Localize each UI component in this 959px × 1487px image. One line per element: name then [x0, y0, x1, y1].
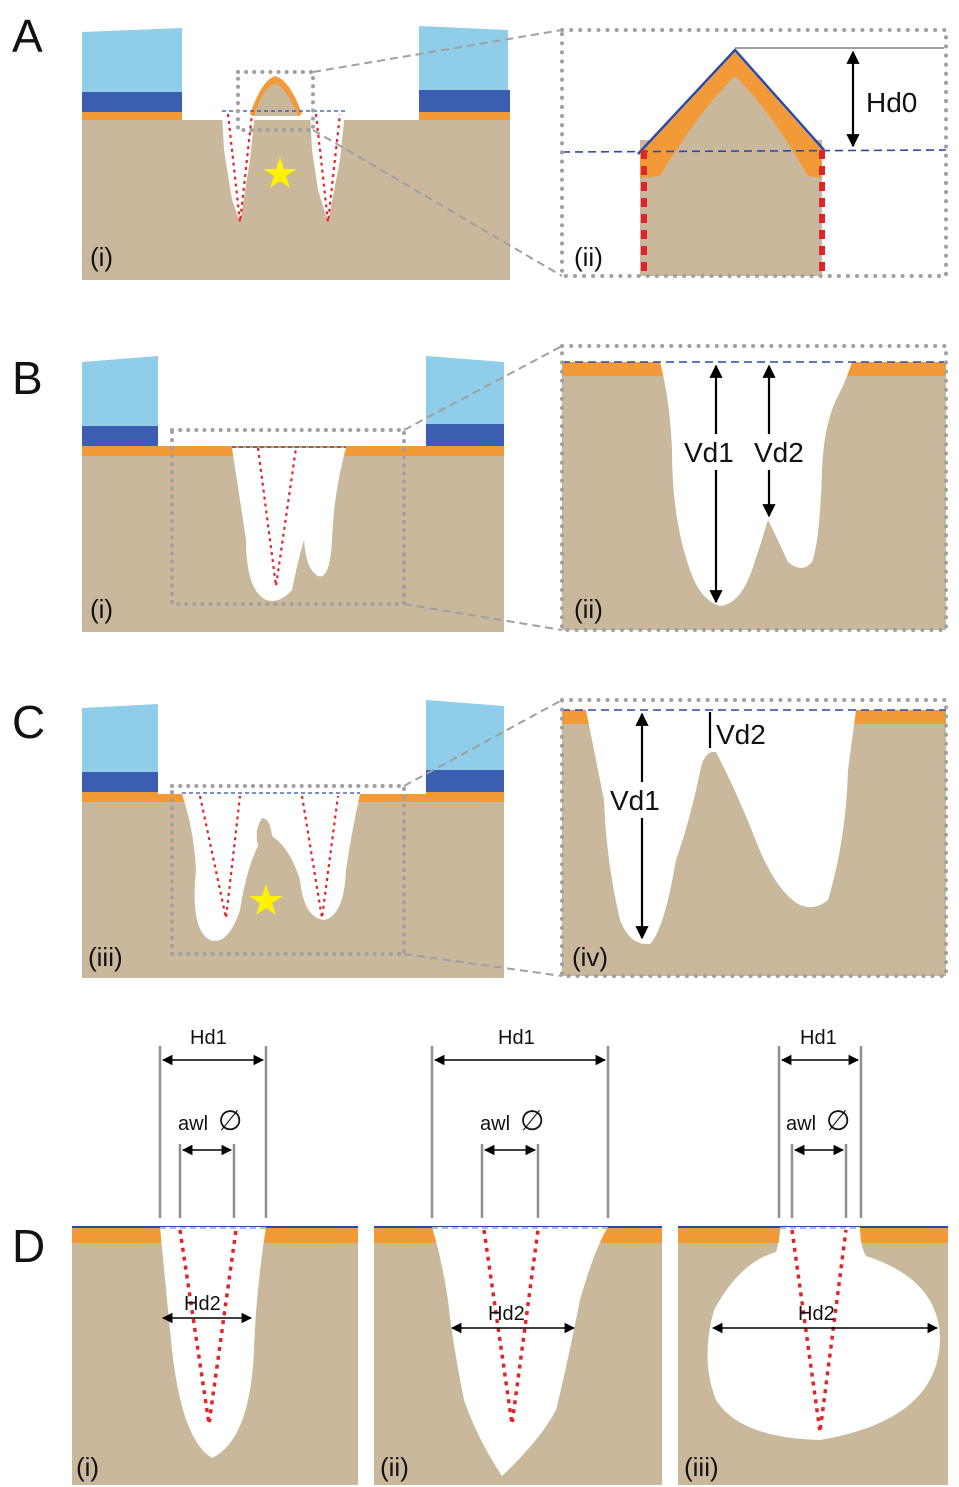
- vd1-label-bg: [608, 782, 670, 818]
- hd1-label: Hd1: [498, 1027, 535, 1049]
- cartilage-peak: [250, 76, 302, 116]
- bone-peak: [252, 78, 300, 116]
- panel-b-right-label: (ii): [574, 594, 603, 624]
- mold-dark-left: [82, 92, 182, 112]
- mold-light-left: [82, 704, 158, 772]
- vd2-label: Vd2: [716, 719, 766, 750]
- zoom-box: [560, 698, 948, 978]
- panel-c-letter: C: [12, 696, 45, 748]
- awl-path: [482, 1229, 540, 1425]
- diameter-icon: ∅: [520, 1105, 544, 1136]
- panel-c-right-label: (iv): [572, 942, 608, 972]
- zoom-bone-peak: [640, 56, 822, 178]
- diameter-icon: ∅: [218, 1105, 242, 1136]
- hole: [707, 1227, 940, 1440]
- awl-path-right: [300, 795, 340, 919]
- panel-d-i: Hd1 awl ∅ Hd2 (i): [72, 1027, 358, 1485]
- mold-light-left: [82, 28, 182, 92]
- panel-c-right: Vd1 Vd2 (iv): [560, 698, 948, 978]
- awl-path-left: [226, 113, 254, 223]
- zoom-line-bottom: [403, 603, 563, 631]
- panel-d-iii: Hd1 awl ∅ Hd2 (iii): [678, 1027, 948, 1485]
- bone-block: [82, 118, 510, 280]
- hd2-label: Hd2: [798, 1303, 835, 1325]
- vd2-label: Vd2: [754, 437, 804, 468]
- panel-d-letter: D: [12, 1220, 45, 1272]
- panel-c: C (iii) Vd1 Vd: [12, 696, 948, 978]
- panel-c-left: (iii): [82, 700, 504, 978]
- zoom-cartilage: [640, 52, 822, 178]
- mold-light-right: [419, 26, 508, 90]
- vd1-label: Vd1: [684, 437, 734, 468]
- hd1-label: Hd1: [190, 1027, 227, 1049]
- mold-dark-right: [426, 424, 504, 446]
- zoom-frame: [236, 70, 315, 132]
- zoom-line-bottom: [403, 953, 563, 977]
- star-icon: [263, 157, 297, 188]
- hole: [232, 448, 346, 601]
- zoom-line-top: [403, 699, 563, 787]
- awl-label: awl: [178, 1113, 208, 1135]
- mold-light-left: [82, 356, 158, 426]
- zoom-surface: [637, 48, 825, 155]
- panel-d-ii-label: (ii): [380, 1452, 409, 1482]
- hole: [432, 1227, 608, 1476]
- panel-c-left-label: (iii): [88, 942, 123, 972]
- hole-left: [222, 112, 255, 222]
- panel-a-left: (i): [82, 26, 510, 280]
- mold-dark-left: [82, 772, 158, 792]
- panel-d: D Hd1 awl ∅ Hd2 (i): [12, 1027, 948, 1485]
- star-icon: [249, 884, 283, 915]
- vd2-label-bg: [752, 434, 818, 470]
- zoom-frame: [170, 784, 406, 956]
- hd2-label: Hd2: [488, 1303, 525, 1325]
- panel-b-left: (i): [82, 356, 504, 632]
- awl-label: awl: [786, 1113, 816, 1135]
- diameter-icon: ∅: [826, 1105, 850, 1136]
- zoom-box: [560, 28, 948, 278]
- mold-light-right: [426, 356, 504, 424]
- zoom-line-bottom: [312, 129, 563, 277]
- hd1-label: Hd1: [800, 1027, 837, 1049]
- awl-path: [178, 1229, 238, 1425]
- panel-d-iii-label: (iii): [684, 1452, 719, 1482]
- panel-a-letter: A: [12, 10, 43, 62]
- panel-d-i-label: (i): [76, 1452, 99, 1482]
- awl-path: [256, 447, 298, 587]
- panel-a-right-label: (ii): [574, 242, 603, 272]
- zoom-line-top: [312, 29, 563, 73]
- panel-a-right: Hd0 (ii): [560, 28, 948, 278]
- mold-dark-right: [419, 90, 510, 112]
- vd1-label: Vd1: [610, 785, 660, 816]
- awl-path-right: [314, 113, 342, 223]
- vd1-label-bg: [682, 434, 746, 470]
- mold-dark-left: [82, 426, 158, 446]
- panel-a-left-label: (i): [90, 242, 113, 272]
- panel-b-left-label: (i): [90, 594, 113, 624]
- zoom-hole: [660, 362, 852, 606]
- zoom-line-top: [403, 345, 563, 431]
- hole: [182, 794, 360, 941]
- zoom-box: [560, 344, 948, 632]
- gap: [158, 432, 426, 446]
- awl-label: awl: [480, 1113, 510, 1135]
- mold-dark-right: [426, 770, 504, 792]
- panel-b-right: Vd1 Vd2 (ii): [560, 344, 948, 632]
- mold-light-right: [426, 700, 504, 770]
- hd2-label: Hd2: [184, 1293, 221, 1315]
- zoom-hole: [586, 710, 856, 945]
- panel-b-letter: B: [12, 352, 43, 404]
- hd0-label: Hd0: [866, 87, 917, 118]
- panel-d-ii: Hd1 awl ∅ Hd2 (ii): [374, 1027, 662, 1485]
- panel-b: B (i) Vd1 Vd2: [12, 344, 948, 632]
- panel-a: A (i): [12, 10, 948, 280]
